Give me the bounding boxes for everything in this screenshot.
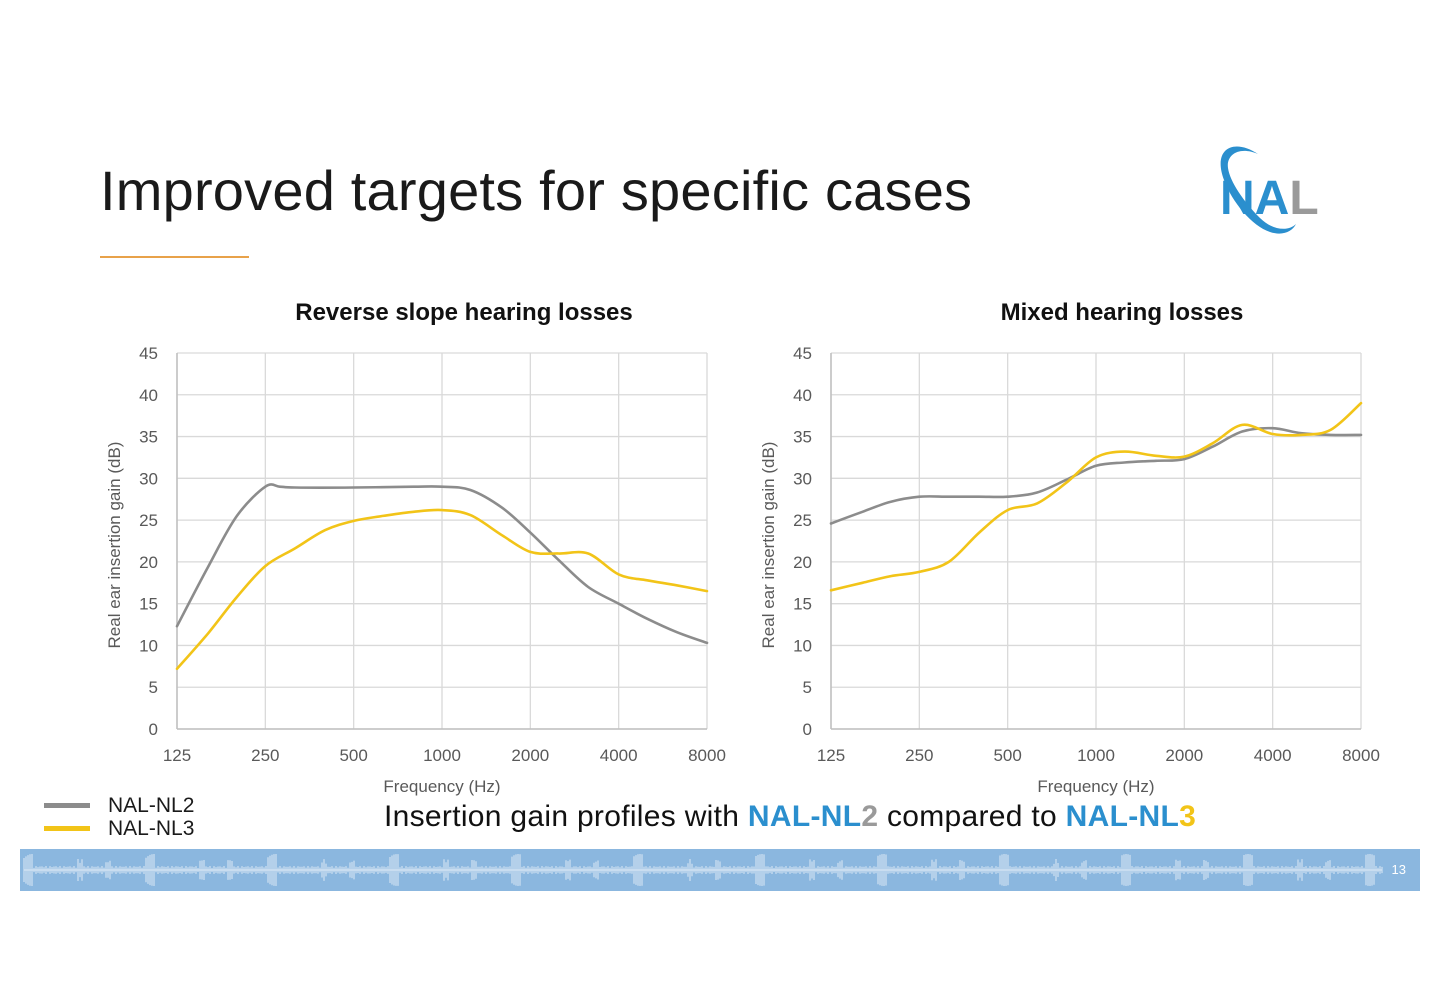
legend-item-nal-nl3: NAL-NL3 bbox=[44, 817, 194, 840]
waveform-path bbox=[23, 854, 1383, 886]
chart2-xtick-label: 125 bbox=[817, 746, 845, 765]
chart2-series-nal-nl2 bbox=[829, 426, 1363, 525]
caption-prefix: Insertion gain profiles with bbox=[384, 800, 748, 833]
caption-nl3-main: NAL-NL bbox=[1065, 800, 1180, 833]
chart1-series-nal-nl3 bbox=[175, 508, 709, 671]
chart2-ytick-label: 30 bbox=[793, 469, 812, 488]
chart2-ytick-label: 15 bbox=[793, 595, 812, 614]
chart2-xtick-label: 1000 bbox=[1077, 746, 1115, 765]
logo-wordmark: NAL bbox=[1220, 172, 1319, 225]
legend-swatch-nal-nl3 bbox=[44, 826, 90, 831]
chart2-ytick-label: 45 bbox=[793, 344, 812, 363]
chart1-ytick-label: 0 bbox=[149, 720, 158, 739]
legend: NAL-NL2 NAL-NL3 bbox=[44, 794, 194, 840]
chart1-ytick-label: 30 bbox=[139, 469, 158, 488]
chart1-xtick-label: 1000 bbox=[423, 746, 461, 765]
chart1-xtick-label: 4000 bbox=[600, 746, 638, 765]
chart1: Reverse slope hearing losses 0 5 10 15 20 25 30… bbox=[105, 299, 726, 796]
chart1-ytick-label: 25 bbox=[139, 511, 158, 530]
legend-swatch-nal-nl2 bbox=[44, 803, 90, 808]
chart2-ytick-label: 35 bbox=[793, 428, 812, 447]
chart1-xtick-label: 250 bbox=[251, 746, 279, 765]
chart1-ytick-label: 35 bbox=[139, 428, 158, 447]
chart2-series-nal-nl3 bbox=[829, 401, 1363, 592]
chart2-xtick-label: 4000 bbox=[1254, 746, 1292, 765]
chart2-ytick-label: 0 bbox=[803, 720, 812, 739]
chart2-ytick-label: 5 bbox=[803, 678, 812, 697]
chart1-ytick-label: 15 bbox=[139, 595, 158, 614]
chart2-ytick-label: 10 bbox=[793, 636, 812, 655]
chart2-ytick-label: 40 bbox=[793, 386, 812, 405]
chart1-ytick-label: 10 bbox=[139, 636, 158, 655]
chart1-ytick-label: 45 bbox=[139, 344, 158, 363]
chart2-xtick-label: 500 bbox=[993, 746, 1021, 765]
waveform-decoration bbox=[23, 854, 1383, 886]
footer-band: 13 bbox=[20, 849, 1420, 891]
nal-logo: NAL bbox=[1220, 146, 1319, 234]
chart1-series-nal-nl2 bbox=[175, 483, 709, 645]
caption: Insertion gain profiles with NAL-NL2 com… bbox=[384, 800, 1196, 834]
page-number: 13 bbox=[1391, 862, 1406, 877]
chart1-xtick-label: 500 bbox=[339, 746, 367, 765]
chart1-ytick-label: 40 bbox=[139, 386, 158, 405]
caption-nl3-num: 3 bbox=[1179, 800, 1197, 833]
chart1-ytick-label: 5 bbox=[149, 678, 158, 697]
caption-nl2-num: 2 bbox=[861, 800, 879, 833]
caption-middle: compared to bbox=[878, 800, 1066, 833]
chart2-xtick-label: 2000 bbox=[1165, 746, 1203, 765]
chart1-ytick-label: 20 bbox=[139, 553, 158, 572]
chart2-xtick-label: 8000 bbox=[1342, 746, 1380, 765]
chart2-ytick-label: 25 bbox=[793, 511, 812, 530]
chart1-xtick-label: 8000 bbox=[688, 746, 726, 765]
chart2-ylabel: Real ear insertion gain (dB) bbox=[759, 442, 778, 649]
chart1-xlabel: Frequency (Hz) bbox=[383, 777, 500, 796]
chart2-xtick-label: 250 bbox=[905, 746, 933, 765]
charts-area: Reverse slope hearing losses 0 5 10 15 20 25 30… bbox=[105, 299, 1380, 796]
title-underline bbox=[100, 256, 249, 258]
legend-label-nal-nl3: NAL-NL3 bbox=[108, 816, 195, 840]
legend-item-nal-nl2: NAL-NL2 bbox=[44, 794, 194, 817]
logo-swoosh bbox=[1220, 146, 1296, 234]
slide-title: Improved targets for specific cases bbox=[100, 159, 973, 222]
chart2-ytick-label: 20 bbox=[793, 553, 812, 572]
chart1-title: Reverse slope hearing losses bbox=[295, 299, 633, 326]
chart2: Mixed hearing losses 0 5 10 15 20 25 30 35 40 45 12… bbox=[759, 299, 1380, 796]
caption-nl2-main: NAL-NL bbox=[747, 800, 862, 833]
chart2-title: Mixed hearing losses bbox=[1001, 299, 1244, 326]
legend-label-nal-nl2: NAL-NL2 bbox=[108, 793, 195, 817]
chart2-xlabel: Frequency (Hz) bbox=[1037, 777, 1154, 796]
chart1-xtick-label: 2000 bbox=[511, 746, 549, 765]
chart1-ylabel: Real ear insertion gain (dB) bbox=[105, 442, 124, 649]
chart1-xtick-label: 125 bbox=[163, 746, 191, 765]
